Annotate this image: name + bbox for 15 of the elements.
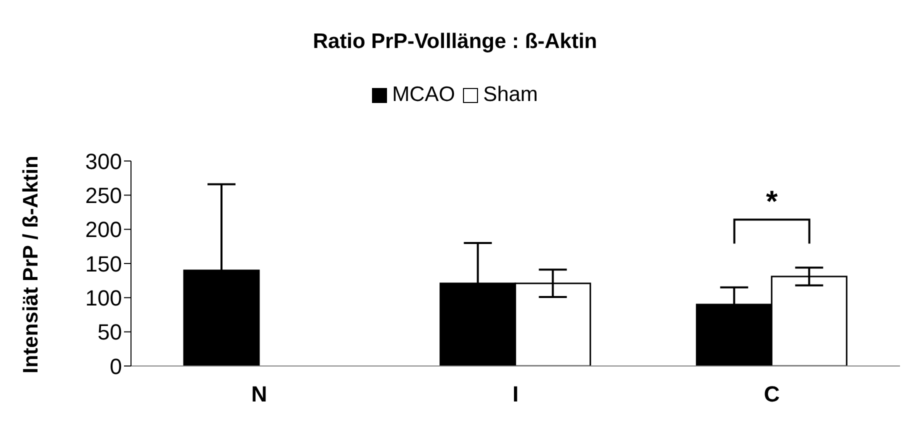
y-tick-label: 150 — [85, 251, 122, 276]
y-axis-title: Intensiät PrP / ß-Aktin — [19, 156, 42, 374]
y-tick-label: 0 — [110, 354, 122, 379]
x-tick-label: C — [764, 382, 780, 407]
annotation: * — [766, 186, 778, 219]
y-tick-label: 200 — [85, 217, 122, 242]
y-tick-label: 100 — [85, 285, 122, 310]
y-tick-label: 250 — [85, 182, 122, 208]
x-tick-label: N — [251, 382, 268, 407]
legend-label: Sham — [483, 83, 538, 107]
y-tick-label: 50 — [98, 320, 122, 345]
chart-title: Ratio PrP-Volllänge : ß-Aktin — [312, 30, 598, 54]
x-tick-label: I — [512, 382, 519, 407]
y-tick-label: 300 — [85, 148, 122, 174]
legend-label: MCAO — [392, 83, 456, 107]
